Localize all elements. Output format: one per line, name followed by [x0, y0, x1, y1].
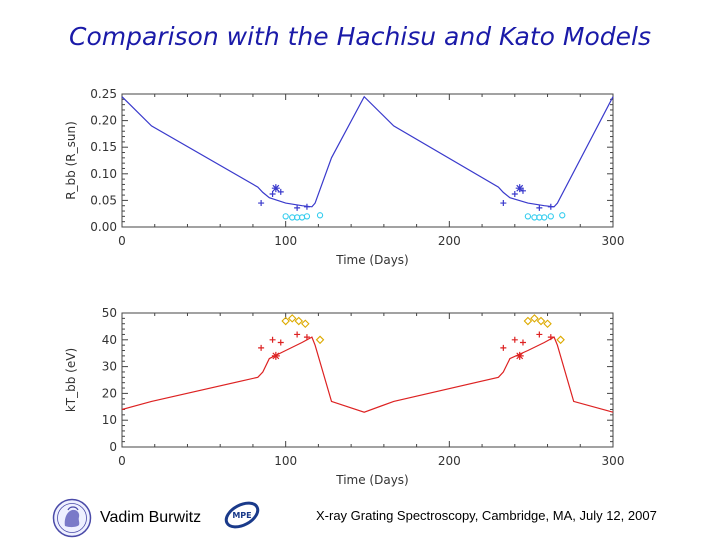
- top-plus-point: [294, 204, 301, 211]
- top-x-tick-label: 0: [118, 234, 126, 248]
- top-y-tick-label: 0.00: [90, 220, 117, 234]
- top-circle-point: [541, 214, 548, 221]
- bottom-asterisk-point: [515, 351, 524, 360]
- mpe-logo-text: MPE: [232, 511, 251, 520]
- top-plus-point: [547, 203, 554, 210]
- bottom-chart-temperature: 0 100 200 300 0 10 20 30 40 50 Time (Days) kT_bb (e…: [64, 306, 625, 487]
- top-y-tick-label: 0.20: [90, 114, 117, 128]
- bottom-x-tick-label: 200: [438, 454, 461, 468]
- bottom-diamond-point: [523, 316, 533, 326]
- bottom-plus-point: [303, 334, 310, 341]
- top-circle-point: [559, 212, 566, 219]
- top-y-tick-label: 0.25: [90, 87, 117, 101]
- top-plus-point: [303, 203, 310, 210]
- top-plus-point: [258, 200, 265, 207]
- bottom-x-axis-label: Time (Days): [335, 473, 409, 487]
- bottom-diamond-point: [530, 314, 539, 323]
- top-y-tick-label: 0.10: [90, 167, 117, 181]
- top-model-line: [121, 95, 614, 208]
- top-x-axis-label: Time (Days): [335, 253, 409, 267]
- bottom-diamond-point: [543, 319, 552, 328]
- bottom-plus-point: [536, 331, 543, 338]
- bottom-diamond-point: [301, 319, 310, 328]
- bottom-plus-point: [519, 339, 526, 346]
- bottom-x-tick-label: 0: [118, 454, 126, 468]
- bottom-asterisk-point: [271, 351, 280, 360]
- bottom-x-tick-label: 100: [274, 454, 297, 468]
- top-y-axis-label: R_bb (R_sun): [64, 121, 78, 200]
- top-circle-point: [316, 212, 324, 219]
- top-plot-frame: [121, 93, 614, 228]
- bottom-diamond-point: [536, 316, 546, 326]
- top-circle-point: [547, 213, 554, 220]
- footer-conference: X-ray Grating Spectroscopy, Cambridge, M…: [316, 508, 657, 523]
- bottom-diamond-point: [556, 335, 565, 345]
- bottom-plus-point: [258, 344, 265, 351]
- bottom-y-tick-label: 20: [102, 386, 117, 400]
- top-x-tick-label: 200: [438, 234, 461, 248]
- top-circle-point: [524, 213, 532, 220]
- bottom-diamond-point: [294, 316, 304, 326]
- bottom-plus-point: [500, 344, 507, 351]
- mpe-logo: MPE: [224, 501, 260, 529]
- page-title: Comparison with the Hachisu and Kato Mod…: [69, 22, 651, 51]
- top-plus-point: [511, 191, 518, 198]
- top-plus-point: [536, 204, 543, 211]
- mpg-minerva-logo: [52, 498, 92, 538]
- bottom-plot-frame: [121, 312, 614, 448]
- bottom-diamond-point: [281, 316, 290, 326]
- bottom-model-line: [121, 336, 614, 413]
- bottom-y-tick-label: 0: [109, 440, 117, 454]
- bottom-y-tick-label: 50: [102, 306, 117, 320]
- top-chart-radius: 0 100 200 300 0.00 0.05 0.10 0.15 0.20 0.25 Time (…: [64, 87, 625, 267]
- top-asterisk-point: [515, 184, 524, 193]
- bottom-y-axis-label: kT_bb (eV): [64, 348, 78, 412]
- bottom-plus-point: [511, 336, 518, 343]
- bottom-plus-point: [277, 339, 284, 346]
- top-plus-point: [500, 200, 507, 207]
- bottom-y-tick-label: 10: [102, 413, 117, 427]
- top-asterisk-point: [271, 184, 280, 193]
- bottom-plus-point: [269, 336, 276, 343]
- top-x-tick-label: 300: [602, 234, 625, 248]
- footer-author: Vadim Burwitz: [100, 509, 202, 526]
- bottom-y-tick-label: 40: [102, 333, 117, 347]
- bottom-x-tick-label: 300: [602, 454, 625, 468]
- bottom-plus-point: [547, 334, 554, 341]
- bottom-diamond-point: [287, 314, 297, 323]
- top-plus-point: [269, 191, 276, 198]
- top-circle-point: [303, 213, 311, 220]
- top-y-tick-label: 0.15: [90, 140, 117, 154]
- top-plus-point: [277, 188, 284, 195]
- top-x-tick-label: 100: [274, 234, 297, 248]
- top-circle-point: [282, 213, 289, 220]
- bottom-y-tick-label: 30: [102, 360, 117, 374]
- bottom-diamond-point: [315, 335, 325, 345]
- top-y-tick-label: 0.05: [90, 193, 117, 207]
- bottom-plus-point: [294, 331, 301, 338]
